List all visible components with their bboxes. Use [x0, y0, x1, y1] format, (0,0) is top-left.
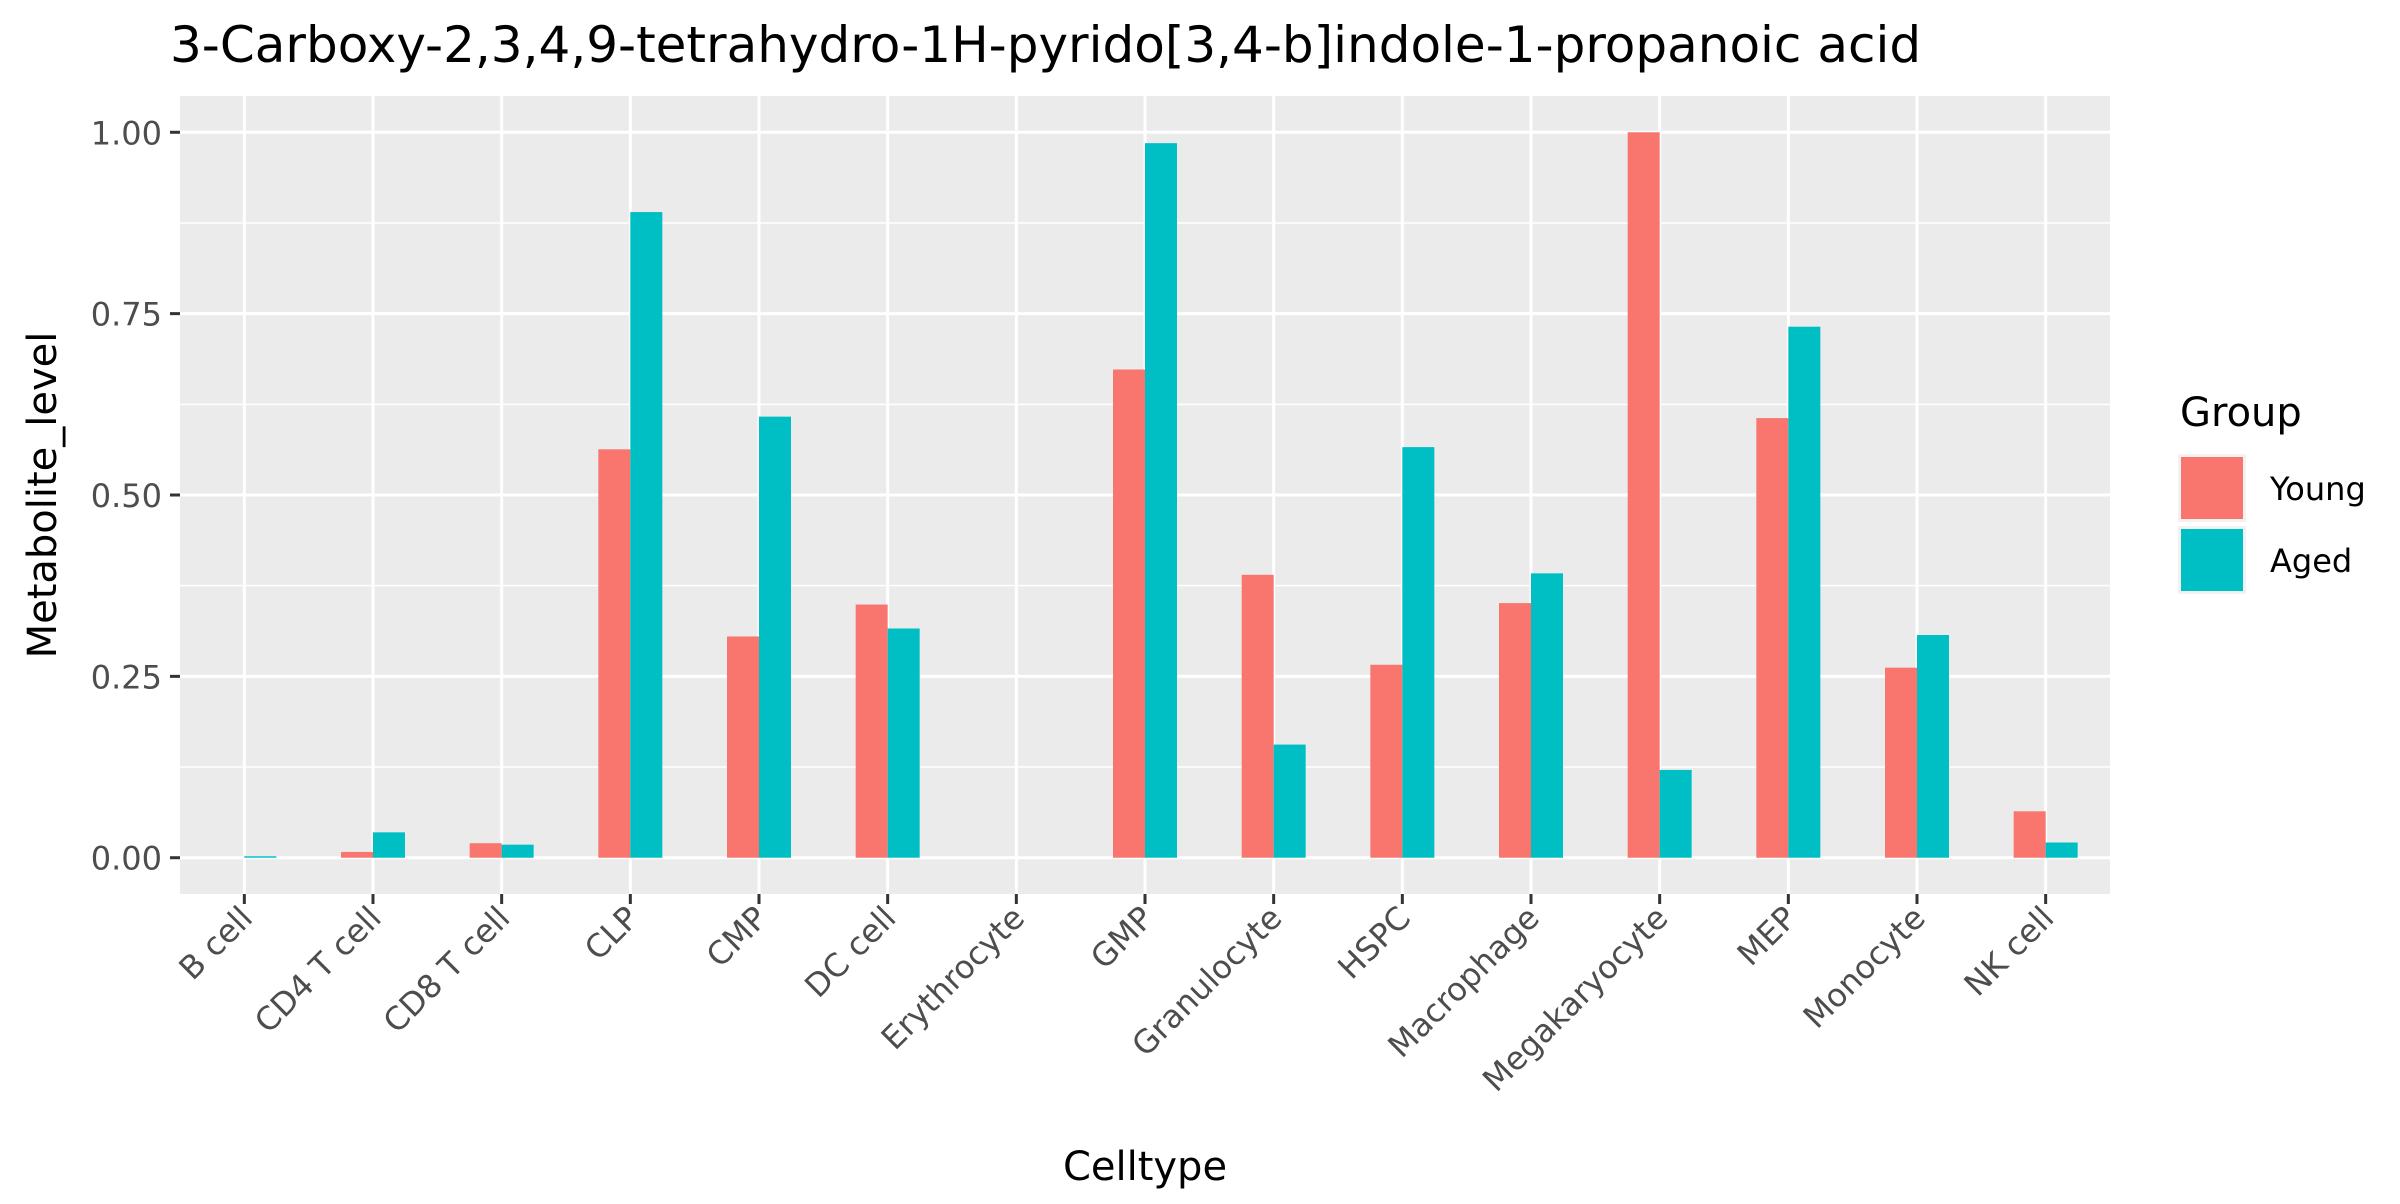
bar-aged-megakaryocyte [1659, 769, 1692, 858]
bars [244, 132, 2078, 858]
x-tick-label: GMP [1083, 899, 1161, 977]
y-tick-label: 0.50 [91, 477, 162, 515]
bar-young-nk-cell [2013, 811, 2046, 858]
y-tick-label: 1.00 [91, 114, 162, 152]
x-tick-label: HSPC [1330, 899, 1418, 987]
x-tick-label: CD4 T cell [247, 899, 389, 1041]
bar-young-monocyte [1885, 667, 1917, 858]
x-tick-label: B cell [171, 899, 260, 988]
bar-young-hspc [1370, 664, 1403, 858]
x-tick-label: DC cell [797, 899, 903, 1005]
bar-aged-mep [1788, 326, 1821, 858]
bar-aged-clp [630, 212, 663, 858]
bar-young-dc-cell [855, 604, 888, 858]
legend-label-young: Young [2269, 470, 2366, 508]
bar-young-granulocyte [1241, 574, 1274, 858]
bar-aged-macrophage [1531, 573, 1563, 858]
bar-young-cmp [727, 636, 759, 858]
x-tick-label: Monocyte [1796, 899, 1933, 1036]
y-axis-title: Metabolite_level [20, 332, 66, 659]
bar-aged-nk-cell [2045, 842, 2078, 858]
x-tick-label: CMP [699, 899, 775, 975]
bar-young-megakaryocyte [1627, 132, 1660, 858]
x-tick-label: CLP [577, 899, 646, 968]
legend: Group Young Aged [2178, 390, 2366, 594]
legend-label-aged: Aged [2270, 542, 2352, 580]
x-tick-label: MEP [1730, 899, 1804, 973]
y-tick-label: 0.25 [91, 658, 162, 696]
bar-aged-b-cell [244, 856, 277, 858]
y-tick-label: 0.00 [91, 840, 162, 878]
legend-swatch-young [2181, 457, 2243, 519]
y-axis: 0.00 0.25 0.50 0.75 1.00 [91, 114, 180, 878]
bar-young-mep [1756, 418, 1789, 858]
bar-aged-cd4-t-cell [373, 832, 405, 858]
bar-aged-cmp [759, 416, 791, 858]
bar-aged-monocyte [1917, 635, 1949, 858]
y-tick-label: 0.75 [91, 296, 162, 334]
bar-aged-gmp [1145, 143, 1177, 858]
chart-title: 3-Carboxy-2,3,4,9-tetrahydro-1H-pyrido[3… [170, 16, 1921, 74]
x-tick-label: CD8 T cell [376, 899, 518, 1041]
bar-aged-hspc [1402, 447, 1435, 858]
bar-young-clp [598, 449, 631, 858]
bar-young-macrophage [1499, 603, 1531, 858]
x-axis-title: Celltype [1063, 1144, 1227, 1190]
bar-young-cd8-t-cell [469, 843, 502, 858]
bar-aged-granulocyte [1273, 744, 1306, 858]
legend-title: Group [2180, 390, 2302, 436]
bar-aged-dc-cell [887, 628, 920, 858]
bar-aged-cd8-t-cell [501, 844, 534, 858]
legend-swatch-aged [2181, 529, 2243, 591]
bar-young-gmp [1113, 369, 1145, 858]
bar-young-cd4-t-cell [341, 851, 373, 858]
x-tick-label: NK cell [1957, 899, 2062, 1004]
